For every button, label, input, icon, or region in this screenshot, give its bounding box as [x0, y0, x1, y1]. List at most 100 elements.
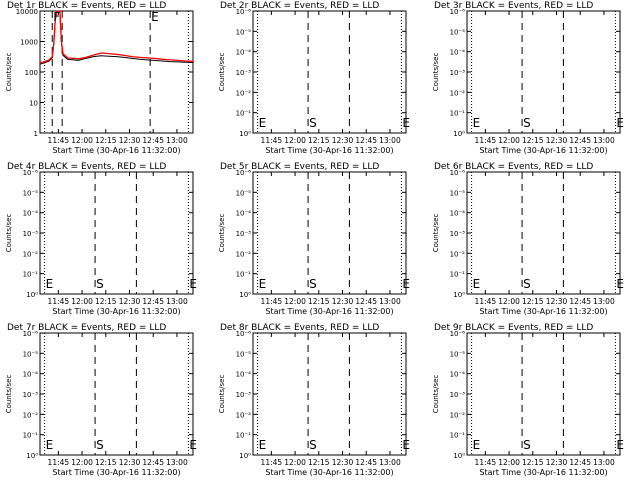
- x-tick-label: 11:45: [261, 297, 283, 306]
- panel-title: Det 8r BLACK = Events, RED = LLD: [220, 323, 379, 333]
- plot-frame: [252, 171, 407, 295]
- y-tick-label: 10⁰: [239, 130, 251, 138]
- y-tick-label: 10⁻³: [450, 69, 466, 77]
- x-tick-label: 12:30: [332, 136, 354, 145]
- x-tick-label: 12:30: [119, 136, 141, 145]
- y-tick-label: 10⁻²: [236, 89, 252, 97]
- y-tick-label: 1: [34, 130, 38, 138]
- y-axis-label: Counts/sec: [432, 214, 440, 253]
- y-tick-label: 10⁻⁴: [236, 49, 252, 57]
- y-tick-label: 10: [29, 100, 38, 108]
- y-tick-label: 10⁻⁶: [23, 169, 39, 177]
- panel-title: Det 7r BLACK = Events, RED = LLD: [7, 323, 166, 333]
- event-marker-letter: E: [46, 438, 54, 452]
- y-tick-label: 10⁻⁵: [23, 189, 39, 197]
- panel-title: Det 2r BLACK = Events, RED = LLD: [220, 1, 379, 11]
- events-series-line: [39, 10, 194, 65]
- x-tick-label: 12:15: [308, 136, 330, 145]
- event-marker-letter: E: [259, 277, 267, 291]
- plot-frame: [466, 171, 621, 295]
- event-marker-letter: S: [523, 116, 531, 130]
- x-tick-label: 11:45: [475, 458, 497, 467]
- y-tick-label: 10⁻¹: [236, 271, 252, 279]
- x-tick-label: 12:15: [95, 136, 117, 145]
- y-tick-label: 10⁻⁵: [236, 350, 252, 358]
- x-tick-label: 12:00: [498, 297, 520, 306]
- x-axis-label: Start Time (30-Apr-16 11:32:00): [479, 146, 607, 155]
- x-tick-label: 12:45: [569, 458, 591, 467]
- y-tick-label: 10⁻²: [450, 89, 466, 97]
- y-tick-label: 10⁻⁶: [236, 330, 252, 338]
- x-tick-label: 12:00: [498, 136, 520, 145]
- x-tick-label: 12:45: [355, 136, 377, 145]
- y-axis-label: Counts/sec: [5, 375, 13, 414]
- x-tick-label: 11:45: [475, 297, 497, 306]
- x-tick-label: 12:45: [569, 297, 591, 306]
- x-tick-label: 13:00: [166, 136, 188, 145]
- y-tick-label: 10⁻²: [450, 411, 466, 419]
- x-tick-label: 12:15: [95, 297, 117, 306]
- y-tick-label: 10⁰: [239, 452, 251, 460]
- plot-frame: [466, 332, 621, 456]
- y-tick-label: 10⁻⁴: [236, 210, 252, 218]
- x-tick-label: 13:00: [379, 136, 401, 145]
- event-marker-letter: E: [189, 277, 197, 291]
- panel-title: Det 6r BLACK = Events, RED = LLD: [434, 162, 593, 172]
- y-tick-label: 10⁻⁶: [450, 8, 466, 16]
- y-tick-label: 10⁰: [26, 291, 38, 299]
- x-tick-label: 12:30: [546, 458, 568, 467]
- y-tick-label: 10⁻²: [236, 250, 252, 258]
- y-tick-label: 10⁻⁴: [23, 210, 39, 218]
- x-tick-label: 13:00: [593, 136, 615, 145]
- lld-series-line: [39, 10, 194, 64]
- x-axis-label: Start Time (30-Apr-16 11:32:00): [479, 307, 607, 316]
- y-tick-label: 10⁻¹: [450, 271, 466, 279]
- y-tick-label: 10⁻²: [450, 250, 466, 258]
- event-marker-letter: S: [309, 438, 317, 452]
- y-tick-label: 10⁻⁶: [23, 330, 39, 338]
- x-tick-label: 12:00: [284, 458, 306, 467]
- plot-frame: [252, 332, 407, 456]
- x-axis-label: Start Time (30-Apr-16 11:32:00): [479, 468, 607, 477]
- x-tick-label: 12:45: [355, 297, 377, 306]
- x-tick-label: 12:30: [119, 297, 141, 306]
- y-tick-label: 10⁻³: [236, 69, 252, 77]
- x-tick-label: 12:15: [522, 297, 544, 306]
- x-tick-label: 12:30: [546, 136, 568, 145]
- x-axis-label: Start Time (30-Apr-16 11:32:00): [52, 468, 180, 477]
- x-tick-label: 12:45: [355, 458, 377, 467]
- y-tick-label: 10⁻⁴: [450, 210, 466, 218]
- x-tick-label: 11:45: [261, 458, 283, 467]
- y-tick-label: 1000: [20, 39, 38, 47]
- y-axis-label: Counts/sec: [218, 375, 226, 414]
- event-marker-letter: E: [402, 277, 410, 291]
- panel-title: Det 4r BLACK = Events, RED = LLD: [7, 162, 166, 172]
- x-tick-label: 12:30: [332, 458, 354, 467]
- y-tick-label: 10⁻⁵: [236, 28, 252, 36]
- x-tick-label: 12:00: [71, 297, 93, 306]
- x-tick-label: 11:45: [261, 136, 283, 145]
- y-tick-label: 10000: [16, 8, 38, 16]
- x-tick-label: 13:00: [593, 458, 615, 467]
- y-tick-label: 10⁻⁴: [450, 371, 466, 379]
- y-tick-label: 10⁰: [239, 291, 251, 299]
- y-tick-label: 10⁰: [453, 452, 465, 460]
- event-marker-letter: E: [259, 438, 267, 452]
- panel-det-4: Det 4r BLACK = Events, RED = LLD 10⁰ 10⁻¹ 1…: [5, 162, 197, 316]
- panel-title: Det 3r BLACK = Events, RED = LLD: [434, 1, 593, 11]
- event-marker-letter: S: [96, 438, 104, 452]
- x-tick-label: 12:30: [119, 458, 141, 467]
- y-tick-label: 10⁻³: [236, 230, 252, 238]
- x-axis-label: Start Time (30-Apr-16 11:32:00): [52, 146, 180, 155]
- y-tick-label: 10⁻²: [23, 250, 39, 258]
- plot-frame: [39, 332, 194, 456]
- x-tick-label: 12:00: [71, 458, 93, 467]
- x-tick-label: 13:00: [166, 458, 188, 467]
- y-tick-label: 10⁻³: [450, 391, 466, 399]
- x-tick-label: 11:45: [475, 136, 497, 145]
- x-tick-label: 11:45: [48, 136, 70, 145]
- x-tick-label: 13:00: [379, 458, 401, 467]
- x-axis-label: Start Time (30-Apr-16 11:32:00): [265, 468, 393, 477]
- event-marker-letter: E: [151, 10, 159, 24]
